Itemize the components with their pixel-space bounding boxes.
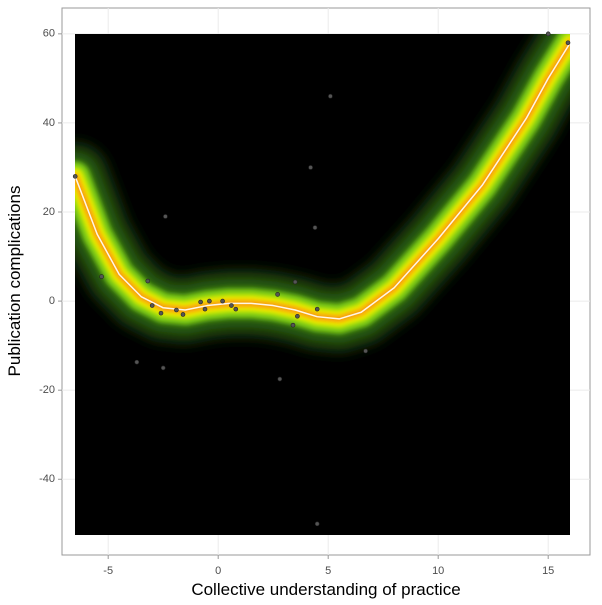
y-tick-label: -20 [39, 384, 55, 396]
point [295, 313, 300, 319]
point [220, 298, 225, 304]
point [275, 292, 280, 297]
x-tick-label: 5 [325, 565, 331, 577]
y-axis-title: Publication complications [5, 186, 24, 377]
point [363, 348, 368, 354]
y-tick-label: 20 [43, 206, 55, 218]
point [160, 365, 166, 371]
x-tick-label: 0 [215, 565, 221, 577]
x-tick-label: 10 [432, 565, 444, 577]
point [174, 307, 179, 313]
point [292, 279, 298, 285]
y-tick-label: 0 [49, 295, 55, 307]
point [145, 278, 151, 284]
point [99, 274, 104, 279]
point [180, 312, 186, 317]
point [328, 93, 333, 99]
point [308, 165, 313, 170]
point [207, 298, 212, 304]
point [233, 306, 239, 312]
point [314, 306, 320, 312]
point [72, 174, 78, 179]
point [290, 322, 296, 328]
point [545, 31, 551, 37]
point [202, 306, 208, 312]
y-tick-label: 60 [43, 28, 55, 40]
point [277, 376, 283, 382]
point [134, 359, 140, 365]
fit-line [75, 42, 570, 320]
point [314, 521, 320, 527]
point [229, 303, 234, 308]
y-tick-label: 40 [43, 117, 55, 129]
point [163, 214, 168, 219]
point [149, 303, 155, 308]
point [198, 299, 203, 305]
point [565, 40, 571, 46]
x-axis-title: Collective understanding of practice [191, 580, 460, 599]
x-tick-label: -5 [103, 565, 113, 577]
x-tick-label: 15 [542, 565, 554, 577]
y-tick-label: -40 [39, 473, 55, 485]
point [158, 310, 164, 316]
point [312, 225, 318, 230]
